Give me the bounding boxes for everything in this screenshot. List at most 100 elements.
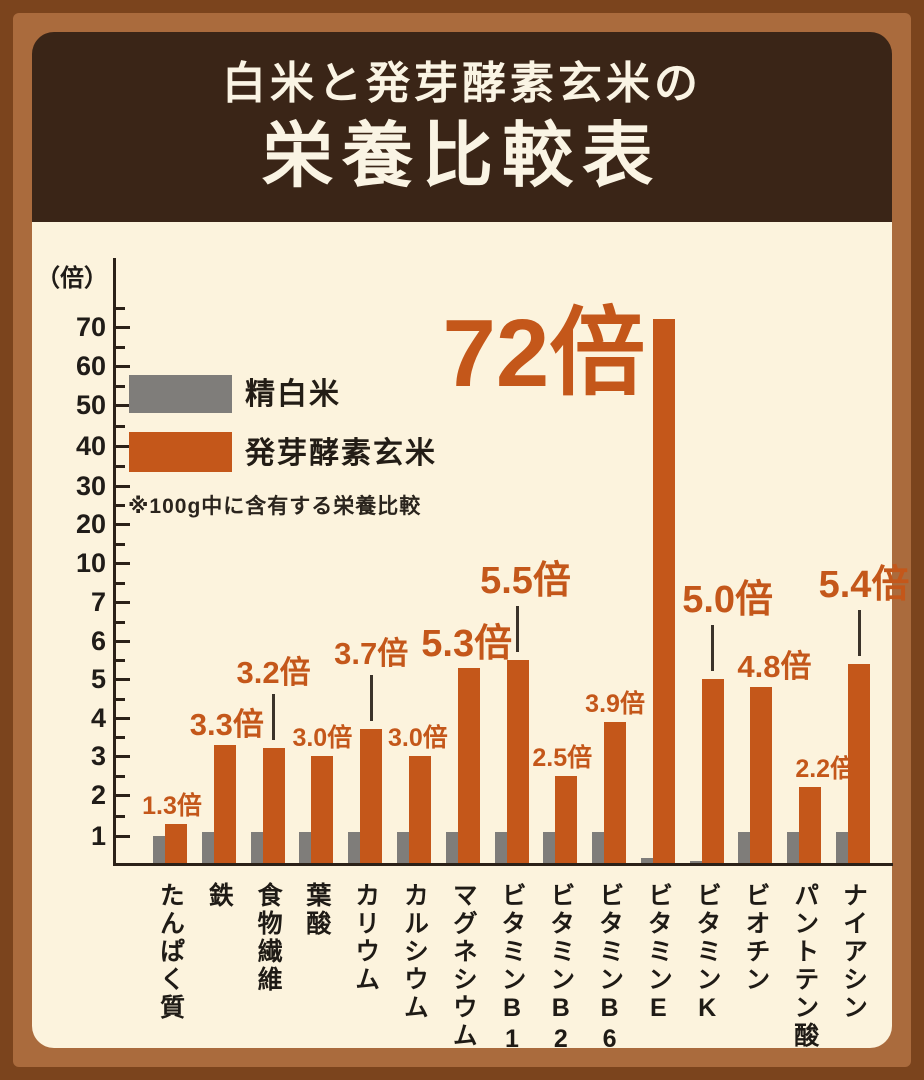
bar-white-rice (250, 831, 263, 863)
value-label-number: 3.7 (334, 636, 378, 672)
category-label: ビタミンB6 (595, 882, 624, 1056)
value-label: 5.3倍 (421, 625, 512, 663)
value-label: 3.3倍 (190, 709, 264, 740)
legend-swatch-white-rice (129, 375, 232, 413)
y-axis-minor-tick (116, 659, 125, 662)
value-leader-line (711, 625, 715, 671)
y-axis-tick-label: 70 (75, 312, 106, 342)
category-label: カルシウム (400, 882, 429, 1022)
value-leader-line (516, 606, 519, 652)
bar-brown-rice (799, 787, 822, 863)
value-label-suffix: 倍 (619, 689, 645, 718)
y-axis-major-tick (116, 485, 130, 488)
value-label: 2.5倍 (532, 743, 592, 772)
bar-white-rice (836, 831, 848, 863)
y-axis-minor-tick (116, 424, 125, 428)
y-axis-tick-label: 1 (90, 821, 106, 851)
value-label: 3.9倍 (585, 689, 645, 718)
value-label: 2.2倍 (795, 757, 855, 782)
value-leader-line (272, 694, 276, 741)
category-label: ビタミンK (693, 882, 722, 1025)
y-axis-minor-tick (116, 384, 125, 388)
value-label-number: 5.4 (818, 563, 872, 606)
category-label: マグネシウム (449, 882, 478, 1050)
y-axis-tick-label: 5 (90, 664, 106, 694)
category-label: カリウム (351, 882, 380, 994)
value-label-number: 1.3 (142, 791, 177, 820)
y-axis-tick-label: 3 (90, 741, 106, 771)
y-axis-minor-tick (116, 542, 125, 546)
bar-white-rice (787, 831, 800, 863)
y-axis-major-tick (116, 835, 130, 838)
bar-brown-rice (604, 721, 627, 863)
value-label-number: 3.0 (388, 724, 423, 752)
bar-brown-rice (213, 744, 236, 863)
y-axis-major-tick (116, 794, 130, 797)
y-axis-tick-label: 60 (75, 351, 106, 381)
value-label: 5.5倍 (480, 562, 571, 600)
value-label-number: 2.2 (795, 755, 831, 784)
bar-white-rice (640, 857, 653, 863)
value-label: 3.0倍 (388, 726, 448, 751)
bar-brown-rice (311, 756, 334, 863)
y-axis-tick-label: 30 (75, 471, 106, 501)
value-label: 3.7倍 (334, 638, 408, 669)
category-label: たんぱく質 (156, 882, 185, 1022)
category-label: ビオチン (741, 882, 770, 994)
y-axis-major-tick (116, 640, 130, 643)
bar-brown-rice (701, 679, 724, 863)
value-label-suffix: 倍 (735, 579, 774, 621)
bar-white-rice (299, 831, 312, 863)
y-axis-minor-tick (116, 774, 125, 778)
y-axis-minor-tick (116, 581, 125, 585)
x-axis-line (113, 863, 893, 866)
y-axis-tick-label: 20 (75, 509, 106, 539)
bar-brown-rice (262, 748, 285, 863)
bar-white-rice (543, 831, 556, 863)
y-axis-minor-tick (116, 345, 125, 349)
y-axis-major-tick (116, 404, 130, 407)
y-axis-minor-tick (116, 504, 125, 507)
value-label-suffix: 倍 (532, 560, 571, 602)
value-label-number: 5.3 (421, 622, 475, 665)
category-label: 食物繊維 (254, 882, 283, 994)
y-axis-tick-label: 2 (90, 780, 106, 810)
bar-brown-rice (506, 660, 529, 863)
value-label-number: 3.9 (585, 689, 620, 718)
header-card: 白米と発芽酵素玄米の 栄養比較表 (32, 32, 892, 222)
bar-white-rice (494, 831, 507, 863)
value-label-suffix: 倍 (279, 655, 311, 691)
value-label: 4.8倍 (737, 651, 811, 682)
legend-label-brown-rice: 発芽酵素玄米 (245, 437, 437, 470)
value-label-number: 2.5 (532, 743, 568, 772)
bar-brown-rice (457, 667, 480, 863)
value-label-suffix: 倍 (176, 791, 202, 820)
bar-white-rice (348, 831, 361, 863)
y-axis-minor-tick (116, 306, 125, 310)
bar-white-rice (445, 831, 458, 863)
value-leader-line (857, 609, 861, 656)
y-axis-minor-tick (116, 814, 125, 818)
legend-note: ※100g中に含有する栄養比較 (128, 495, 422, 518)
y-axis-tick-label: 6 (90, 626, 106, 656)
bar-brown-rice (165, 823, 187, 863)
value-label: 5.4倍 (819, 566, 910, 604)
value-label-suffix: 倍 (474, 622, 513, 665)
value-label: 1.3倍 (142, 791, 202, 820)
bar-brown-rice (555, 775, 578, 863)
value-label: 3.2倍 (237, 657, 311, 688)
value-label: 3.0倍 (292, 726, 352, 751)
value-label: 72倍 (442, 306, 645, 402)
value-label-suffix: 倍 (327, 724, 353, 752)
value-label-number: 3.2 (236, 655, 280, 691)
y-axis-major-tick (116, 717, 130, 720)
value-label-number: 3.0 (292, 724, 328, 752)
y-axis-major-tick (116, 601, 130, 604)
bar-brown-rice (360, 729, 383, 863)
legend-swatch-brown-rice (129, 432, 232, 472)
y-axis-minor-tick (116, 736, 125, 739)
value-label-number: 3.3 (189, 706, 233, 742)
value-label-suffix: 倍 (780, 648, 812, 684)
bar-brown-rice (652, 319, 675, 863)
value-label-number: 4.8 (737, 648, 781, 684)
